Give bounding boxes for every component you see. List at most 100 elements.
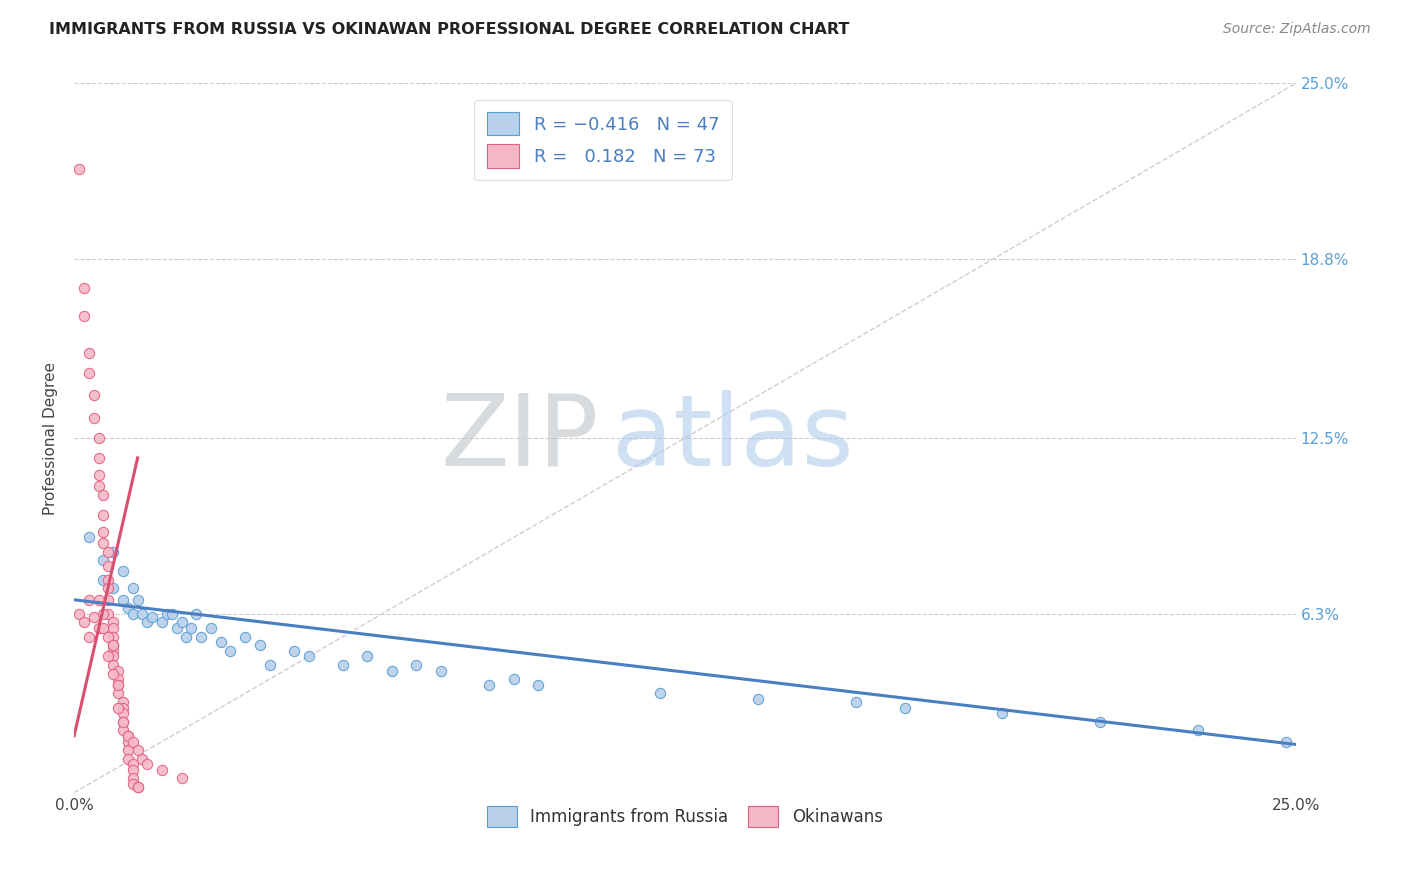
Point bbox=[381, 664, 404, 678]
Point bbox=[141, 609, 163, 624]
Point bbox=[156, 607, 179, 621]
Point bbox=[107, 686, 129, 700]
Point bbox=[650, 686, 672, 700]
Point bbox=[219, 644, 242, 658]
Point bbox=[429, 664, 451, 678]
Point bbox=[117, 729, 139, 743]
Point bbox=[1275, 734, 1298, 748]
Point bbox=[111, 695, 134, 709]
Point bbox=[200, 621, 222, 635]
Point bbox=[67, 607, 90, 621]
Point bbox=[502, 672, 524, 686]
Point bbox=[117, 743, 139, 757]
Point bbox=[121, 582, 143, 596]
Point bbox=[107, 672, 129, 686]
Point bbox=[991, 706, 1014, 721]
Point bbox=[101, 649, 124, 664]
Point bbox=[101, 582, 124, 596]
Point bbox=[107, 678, 129, 692]
Point bbox=[127, 780, 149, 794]
Point bbox=[97, 558, 120, 573]
Point bbox=[101, 630, 124, 644]
Point bbox=[209, 635, 232, 649]
Point bbox=[93, 524, 115, 539]
Legend: Immigrants from Russia, Okinawans: Immigrants from Russia, Okinawans bbox=[481, 799, 890, 834]
Point bbox=[87, 592, 110, 607]
Point bbox=[77, 346, 100, 360]
Point bbox=[83, 609, 105, 624]
Point bbox=[170, 772, 193, 786]
Text: Source: ZipAtlas.com: Source: ZipAtlas.com bbox=[1223, 22, 1371, 37]
Point bbox=[131, 751, 153, 765]
Point bbox=[87, 467, 110, 482]
Point bbox=[190, 630, 212, 644]
Point bbox=[180, 621, 202, 635]
Point bbox=[77, 630, 100, 644]
Point bbox=[160, 607, 183, 621]
Point bbox=[101, 666, 124, 681]
Point bbox=[97, 544, 120, 558]
Point bbox=[101, 544, 124, 558]
Point bbox=[356, 649, 378, 664]
Point bbox=[77, 530, 100, 544]
Point bbox=[87, 479, 110, 493]
Point bbox=[405, 658, 427, 673]
Point bbox=[101, 615, 124, 630]
Point bbox=[83, 388, 105, 402]
Point bbox=[111, 700, 134, 714]
Point bbox=[93, 621, 115, 635]
Point bbox=[117, 729, 139, 743]
Point bbox=[97, 573, 120, 587]
Point bbox=[170, 615, 193, 630]
Point bbox=[111, 714, 134, 729]
Point bbox=[233, 630, 256, 644]
Point bbox=[73, 309, 96, 323]
Point bbox=[332, 658, 354, 673]
Point bbox=[77, 366, 100, 380]
Point bbox=[127, 743, 149, 757]
Point bbox=[73, 615, 96, 630]
Point bbox=[111, 723, 134, 738]
Point bbox=[259, 658, 281, 673]
Point bbox=[93, 553, 115, 567]
Point bbox=[298, 649, 321, 664]
Point bbox=[97, 630, 120, 644]
Point bbox=[107, 664, 129, 678]
Point bbox=[101, 644, 124, 658]
Point bbox=[845, 695, 868, 709]
Point bbox=[97, 649, 120, 664]
Point bbox=[893, 700, 915, 714]
Point bbox=[136, 757, 159, 772]
Text: IMMIGRANTS FROM RUSSIA VS OKINAWAN PROFESSIONAL DEGREE CORRELATION CHART: IMMIGRANTS FROM RUSSIA VS OKINAWAN PROFE… bbox=[49, 22, 849, 37]
Point bbox=[117, 751, 139, 765]
Point bbox=[127, 592, 149, 607]
Point bbox=[121, 607, 143, 621]
Point bbox=[101, 621, 124, 635]
Point bbox=[101, 658, 124, 673]
Point bbox=[117, 601, 139, 615]
Y-axis label: Professional Degree: Professional Degree bbox=[44, 361, 58, 515]
Point bbox=[93, 607, 115, 621]
Point bbox=[283, 644, 305, 658]
Point bbox=[87, 450, 110, 465]
Point bbox=[747, 692, 769, 706]
Point bbox=[150, 763, 173, 777]
Point bbox=[527, 678, 550, 692]
Point bbox=[121, 763, 143, 777]
Point bbox=[101, 638, 124, 652]
Point bbox=[93, 573, 115, 587]
Text: atlas: atlas bbox=[612, 390, 853, 486]
Point bbox=[77, 592, 100, 607]
Point bbox=[67, 161, 90, 176]
Point bbox=[73, 281, 96, 295]
Point bbox=[117, 734, 139, 748]
Point bbox=[131, 607, 153, 621]
Point bbox=[121, 777, 143, 791]
Point bbox=[121, 734, 143, 748]
Point bbox=[1088, 714, 1111, 729]
Point bbox=[83, 411, 105, 425]
Point bbox=[87, 621, 110, 635]
Point bbox=[87, 431, 110, 445]
Point bbox=[111, 706, 134, 721]
Point bbox=[136, 615, 159, 630]
